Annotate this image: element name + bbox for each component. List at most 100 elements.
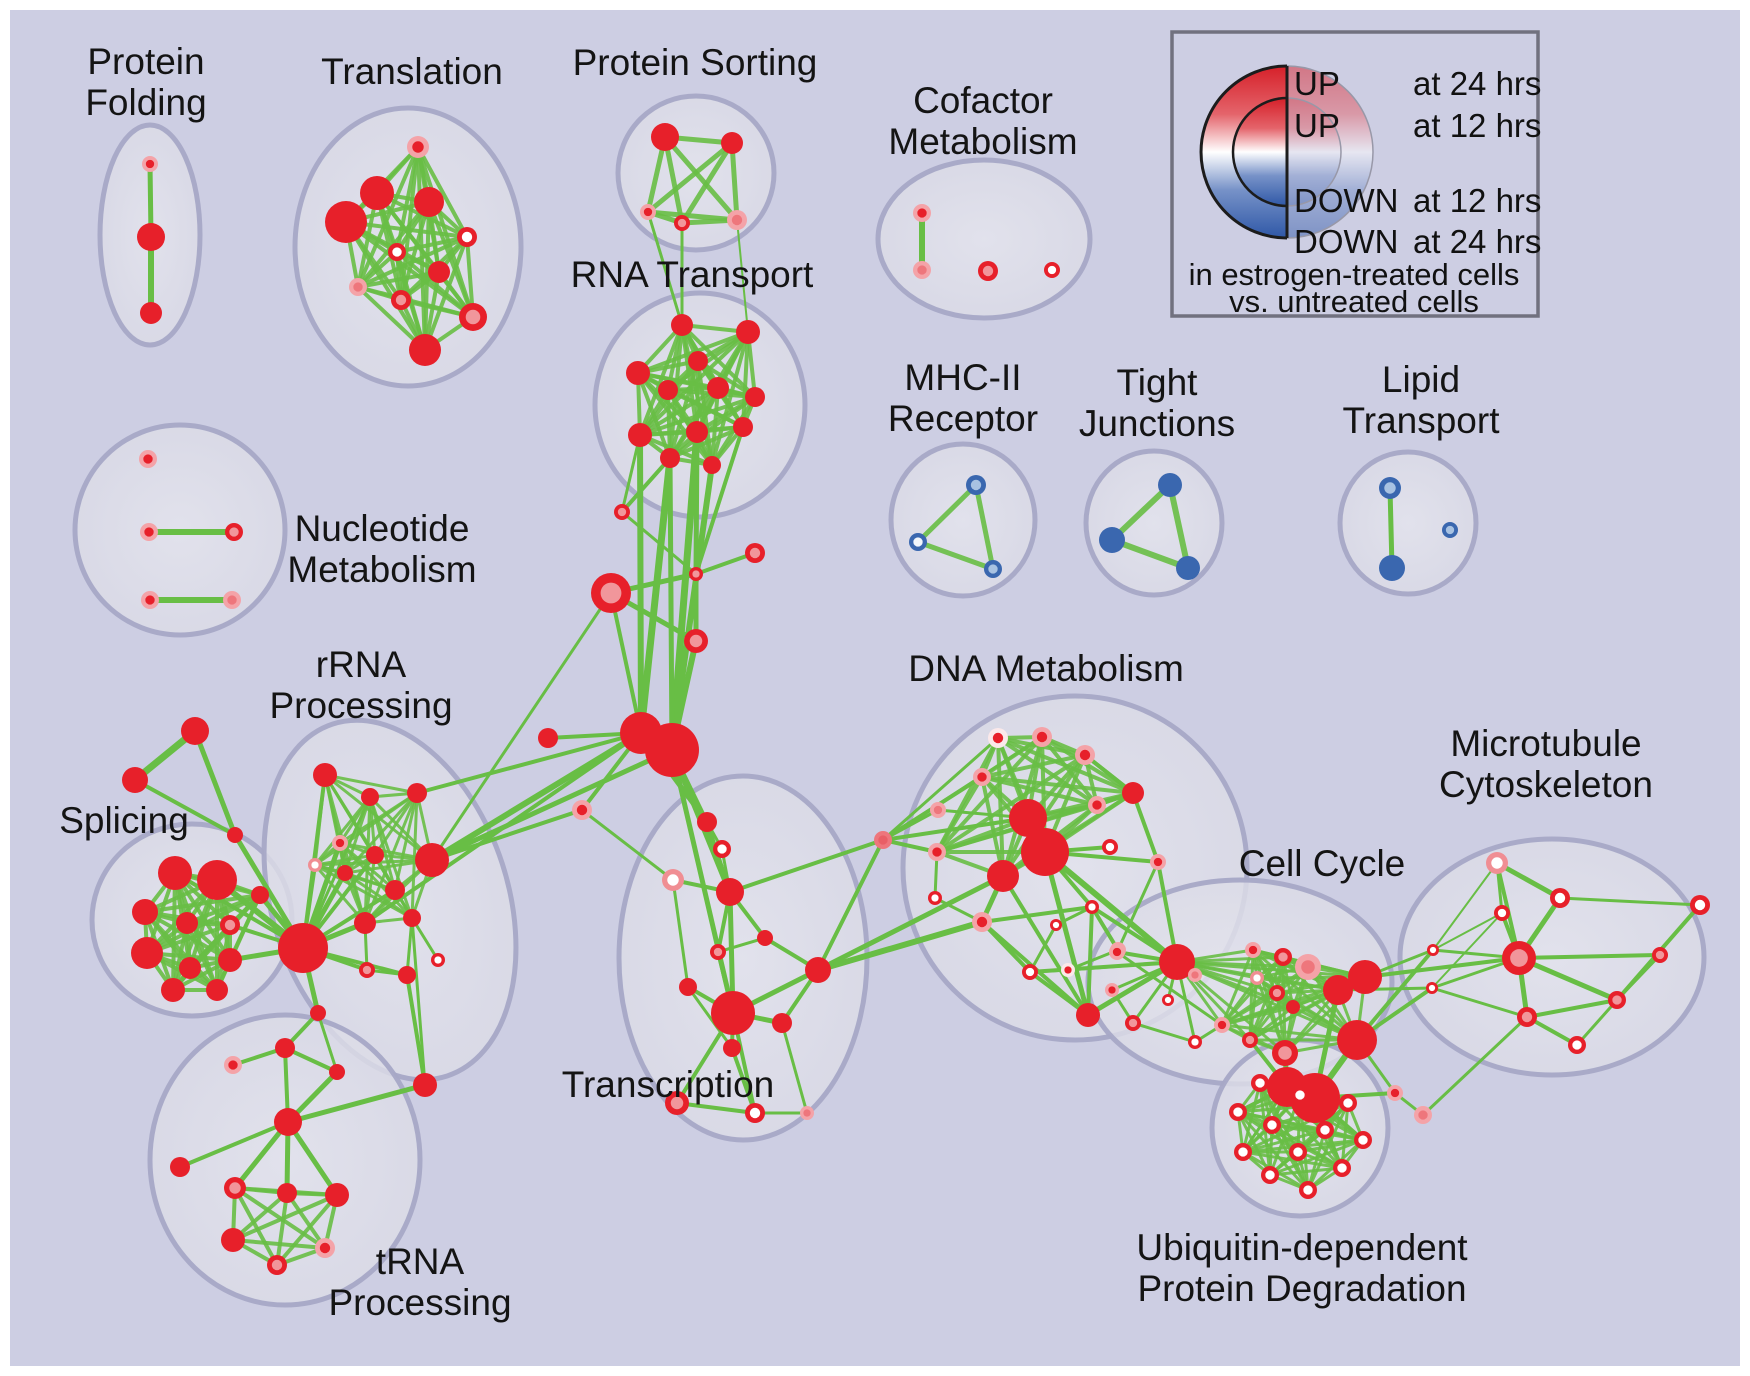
network-node-i5[interactable] xyxy=(572,800,592,820)
network-node-c16[interactable] xyxy=(1105,983,1119,997)
network-node-tn1[interactable] xyxy=(224,1177,246,1199)
network-node-c8[interactable] xyxy=(1269,985,1285,1001)
network-node-sp3[interactable] xyxy=(176,912,198,934)
network-node-x5[interactable] xyxy=(710,944,726,960)
network-node-sp6[interactable] xyxy=(131,937,163,969)
network-node-c4[interactable] xyxy=(1295,954,1321,980)
network-node-r3[interactable] xyxy=(688,351,708,371)
network-node-x0[interactable] xyxy=(697,812,717,832)
network-node-tn4[interactable] xyxy=(221,1228,245,1252)
network-node-m3[interactable] xyxy=(1502,941,1536,975)
network-node-r10[interactable] xyxy=(660,448,680,468)
network-node-m7[interactable] xyxy=(1517,1007,1537,1027)
network-node-c10[interactable] xyxy=(1214,1017,1230,1033)
network-node-nm2[interactable] xyxy=(225,523,243,541)
network-node-m0[interactable] xyxy=(1486,852,1508,874)
network-node-d15[interactable] xyxy=(928,891,942,905)
network-node-d0[interactable] xyxy=(988,728,1008,748)
network-node-c3[interactable] xyxy=(1274,948,1292,966)
network-node-tn0[interactable] xyxy=(170,1157,190,1177)
network-node-x1[interactable] xyxy=(713,840,731,858)
network-node-rrc4[interactable] xyxy=(413,1073,437,1097)
network-node-u2[interactable] xyxy=(1339,1094,1357,1112)
network-node-c11[interactable] xyxy=(1188,1035,1202,1049)
network-node-ps1[interactable] xyxy=(721,132,743,154)
network-node-x9[interactable] xyxy=(772,1013,792,1033)
network-node-u9[interactable] xyxy=(1333,1159,1351,1177)
network-node-x13[interactable] xyxy=(800,1106,814,1120)
network-node-d9[interactable] xyxy=(987,860,1019,892)
network-node-sp4[interactable] xyxy=(220,915,240,935)
network-node-cf1[interactable] xyxy=(913,261,931,279)
network-node-uh1[interactable] xyxy=(1290,1073,1340,1123)
network-node-r4[interactable] xyxy=(658,380,678,400)
network-node-t10[interactable] xyxy=(409,334,441,366)
network-node-u10[interactable] xyxy=(1261,1166,1279,1184)
network-node-d13[interactable] xyxy=(1050,919,1062,931)
network-node-cf2[interactable] xyxy=(978,261,998,281)
network-node-u7[interactable] xyxy=(1234,1143,1252,1161)
network-node-c2[interactable] xyxy=(1245,942,1261,958)
network-node-d16[interactable] xyxy=(1022,964,1038,980)
network-node-rr2[interactable] xyxy=(407,783,427,803)
network-node-u11[interactable] xyxy=(1299,1181,1317,1199)
network-node-nm0[interactable] xyxy=(139,450,157,468)
network-node-r1[interactable] xyxy=(736,320,760,344)
network-node-rr0[interactable] xyxy=(313,763,337,787)
network-node-x4[interactable] xyxy=(757,930,773,946)
network-node-x2[interactable] xyxy=(662,869,684,891)
network-node-x6[interactable] xyxy=(679,978,697,996)
network-node-m6[interactable] xyxy=(1608,991,1626,1009)
network-node-c13[interactable] xyxy=(1272,1040,1298,1066)
network-node-rr3[interactable] xyxy=(332,835,348,851)
network-node-x12[interactable] xyxy=(745,1103,765,1123)
network-node-t5[interactable] xyxy=(388,243,406,261)
network-node-t6[interactable] xyxy=(349,278,367,296)
network-node-sp10[interactable] xyxy=(206,979,228,1001)
network-node-c12[interactable] xyxy=(1242,1032,1258,1048)
network-node-rr7[interactable] xyxy=(354,912,376,934)
network-node-ps4[interactable] xyxy=(727,210,747,230)
network-node-v0[interactable] xyxy=(1387,1085,1403,1101)
network-node-pf2[interactable] xyxy=(140,302,162,324)
network-node-d12[interactable] xyxy=(1085,900,1099,914)
network-node-mh0[interactable] xyxy=(966,475,986,495)
network-node-cf0[interactable] xyxy=(913,204,931,222)
network-node-sp7[interactable] xyxy=(179,957,201,979)
network-node-x7[interactable] xyxy=(805,957,831,983)
network-node-rr1[interactable] xyxy=(361,788,379,806)
network-node-i3[interactable] xyxy=(684,629,708,653)
network-node-t3[interactable] xyxy=(414,187,444,217)
network-node-tnh[interactable] xyxy=(274,1108,302,1136)
network-node-rr14[interactable] xyxy=(278,923,328,973)
network-node-c7[interactable] xyxy=(1250,971,1264,985)
network-node-d19[interactable] xyxy=(1122,782,1144,804)
network-node-t7[interactable] xyxy=(428,261,450,283)
network-node-i6[interactable] xyxy=(614,504,630,520)
network-node-c1[interactable] xyxy=(1159,944,1195,980)
network-node-d14[interactable] xyxy=(972,912,992,932)
network-node-d7[interactable] xyxy=(1009,799,1047,837)
network-node-cf3[interactable] xyxy=(1044,262,1060,278)
network-node-c9[interactable] xyxy=(1286,1000,1300,1014)
network-node-ps0[interactable] xyxy=(651,123,679,151)
network-node-nm1[interactable] xyxy=(140,523,158,541)
network-node-rr10[interactable] xyxy=(415,843,449,877)
network-node-tr0[interactable] xyxy=(181,717,209,745)
network-node-m4[interactable] xyxy=(1427,944,1439,956)
network-node-d3[interactable] xyxy=(973,768,991,786)
network-node-ps2[interactable] xyxy=(640,204,656,220)
network-node-rr5[interactable] xyxy=(366,846,384,864)
network-node-u0[interactable] xyxy=(1251,1074,1269,1092)
network-node-c6[interactable] xyxy=(1348,960,1382,994)
network-node-tj0[interactable] xyxy=(1158,473,1182,497)
network-node-u6[interactable] xyxy=(1354,1131,1372,1149)
network-node-tn2[interactable] xyxy=(277,1183,297,1203)
network-node-tj1[interactable] xyxy=(1099,527,1125,553)
network-node-u8[interactable] xyxy=(1289,1143,1307,1161)
network-node-rr13[interactable] xyxy=(398,966,416,984)
network-node-t0[interactable] xyxy=(407,136,429,158)
network-node-tn3[interactable] xyxy=(325,1183,349,1207)
network-node-pf1[interactable] xyxy=(137,223,165,251)
network-node-mh1[interactable] xyxy=(909,533,927,551)
